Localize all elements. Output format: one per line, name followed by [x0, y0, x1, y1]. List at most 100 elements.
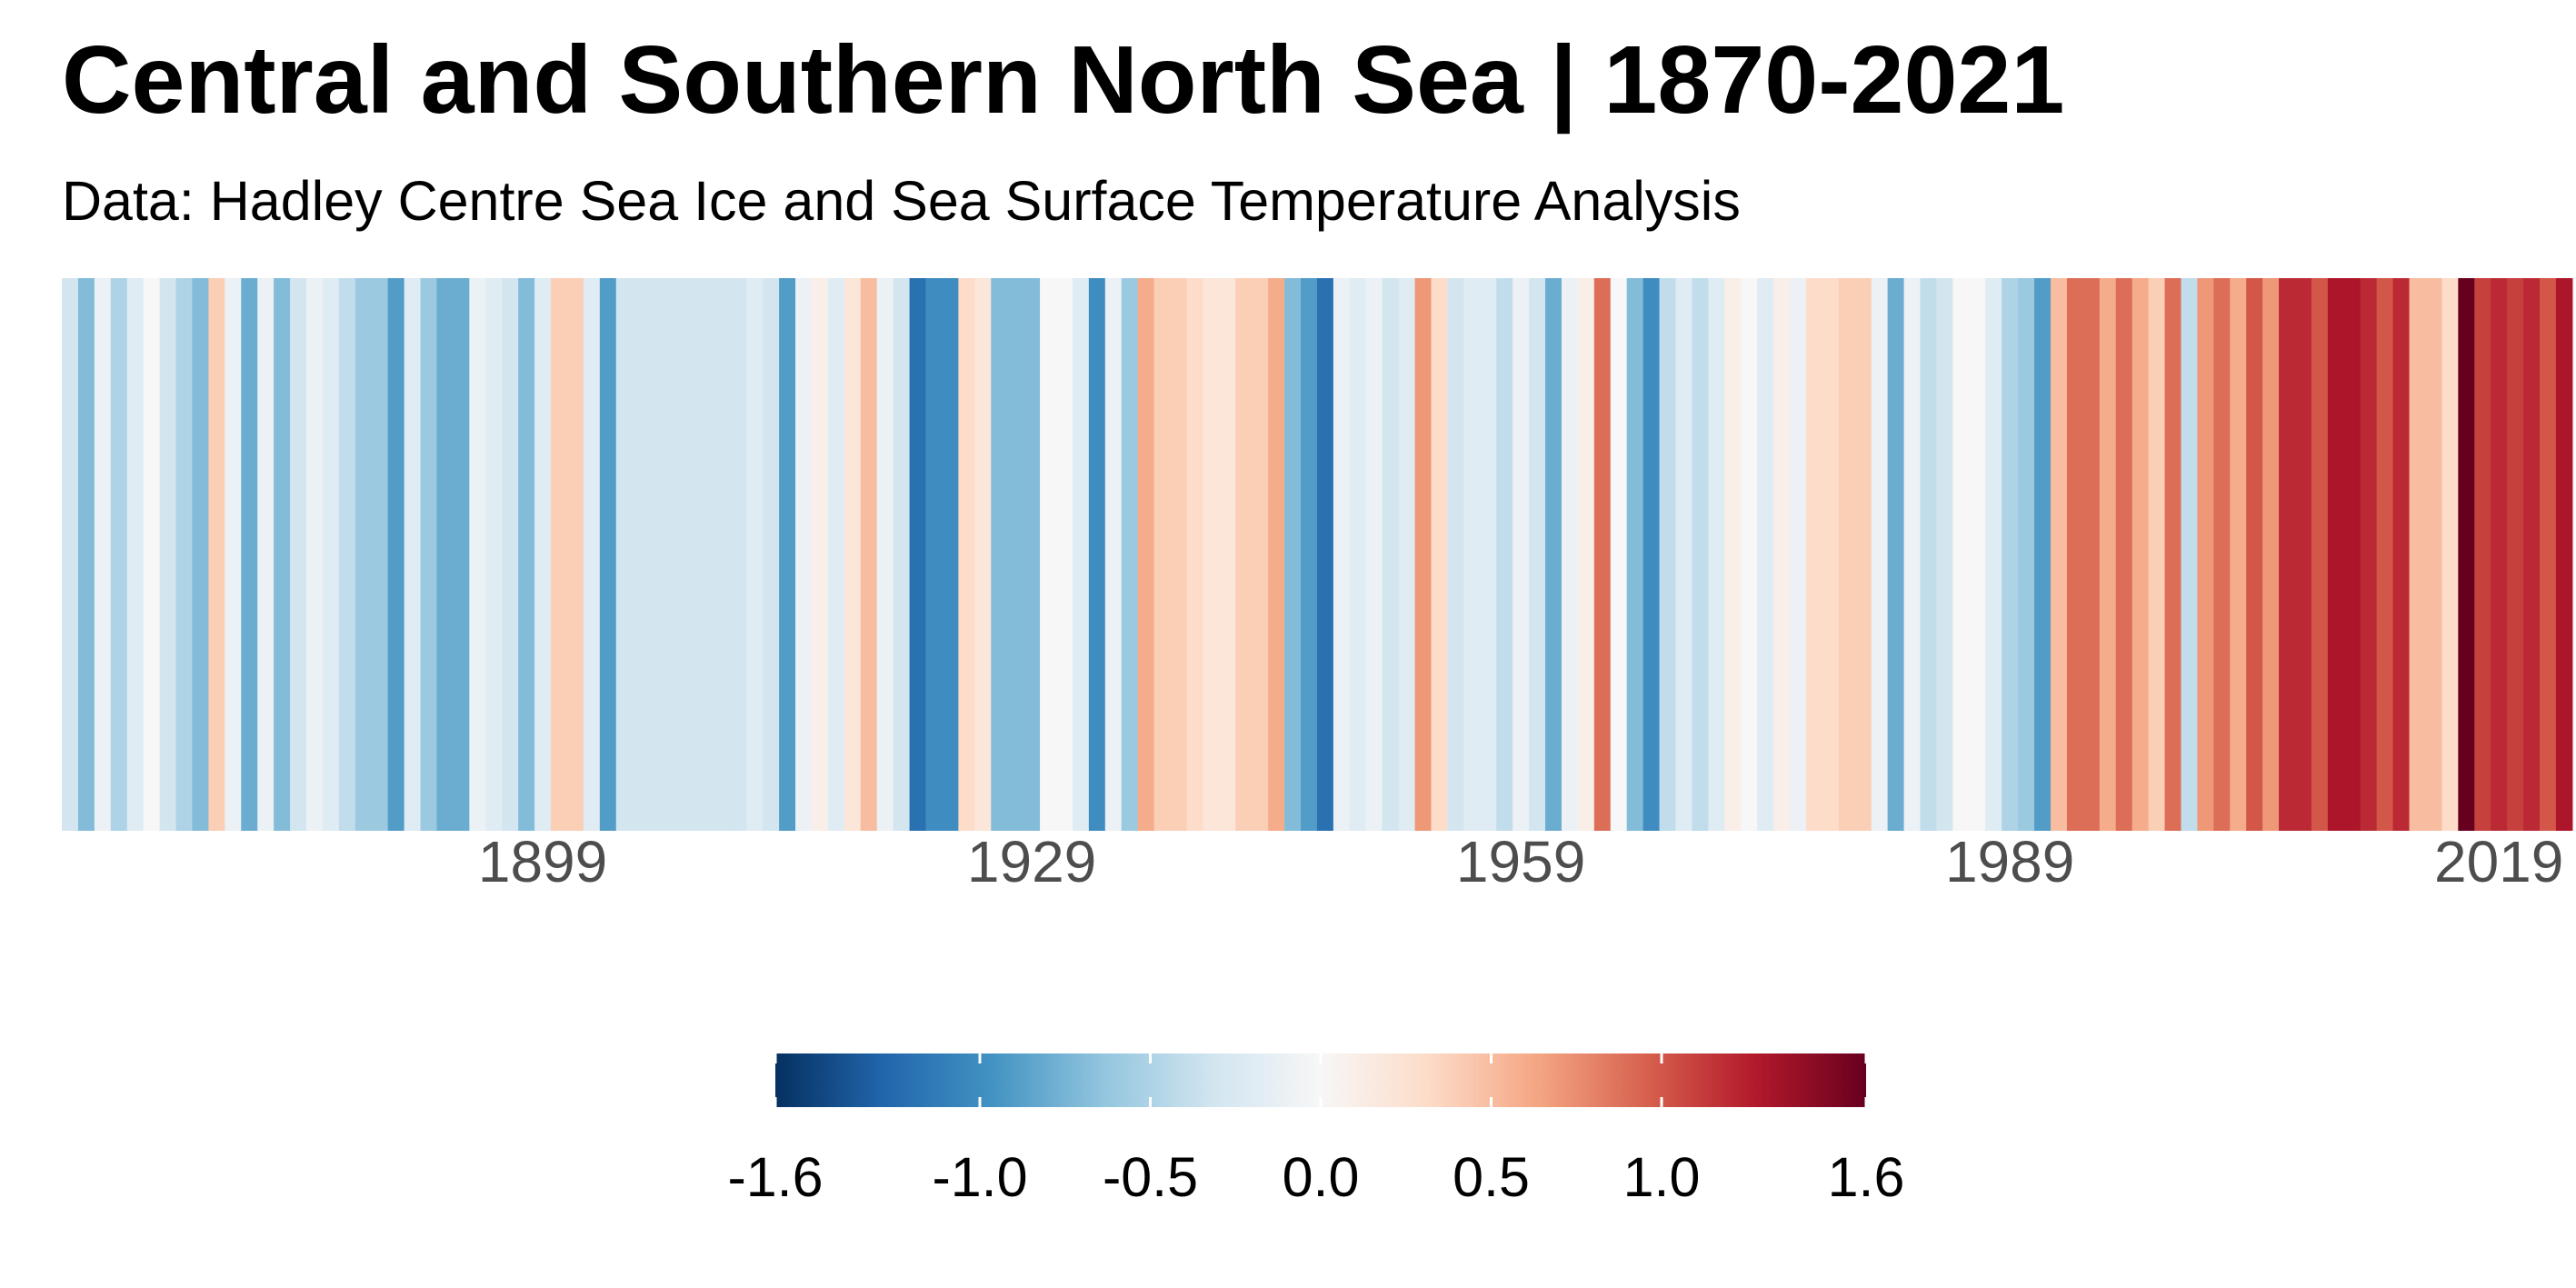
stripe-1936 — [1137, 278, 1155, 831]
stripe-2019 — [2491, 278, 2508, 831]
stripe-1984 — [1920, 278, 1938, 831]
stripe-1973 — [1741, 278, 1758, 831]
stripe-1952 — [1398, 278, 1416, 831]
stripe-1888 — [354, 278, 373, 831]
stripe-2002 — [2213, 278, 2231, 831]
chart-title: Central and Southern North Sea | 1870-20… — [62, 26, 2065, 134]
stripe-1906 — [648, 278, 666, 831]
stripe-1957 — [1480, 278, 1497, 831]
stripe-1955 — [1447, 278, 1464, 831]
stripe-1874 — [126, 278, 145, 831]
stripe-1992 — [2050, 278, 2068, 831]
stripe-1918 — [844, 278, 862, 831]
stripe-1890 — [387, 278, 405, 831]
stripe-1929 — [1023, 278, 1041, 831]
stripe-1942 — [1235, 278, 1253, 831]
stripe-1959 — [1513, 278, 1530, 831]
stripe-2018 — [2474, 278, 2491, 831]
stripe-1972 — [1724, 278, 1742, 831]
stripe-1988 — [1985, 278, 2002, 831]
stripe-2006 — [2279, 278, 2296, 831]
stripe-1925 — [958, 278, 975, 831]
stripe-1912 — [746, 278, 764, 831]
stripe-1967 — [1642, 278, 1661, 831]
stripe-1980 — [1854, 278, 1872, 831]
stripe-1931 — [1055, 278, 1073, 831]
stripe-2005 — [2262, 278, 2280, 831]
stripe-1895 — [469, 278, 486, 831]
stripe-1954 — [1431, 278, 1448, 831]
stripe-1949 — [1349, 278, 1367, 831]
stripe-1989 — [2002, 278, 2019, 831]
stripe-1872 — [94, 278, 112, 831]
stripe-1905 — [632, 278, 650, 831]
stripe-1943 — [1252, 278, 1269, 831]
x-axis-ticks: 1899 1929 1959 1989 2019 — [478, 829, 2563, 894]
stripe-2021 — [2523, 278, 2541, 831]
stripe-2014 — [2409, 278, 2427, 831]
stripe-1879 — [208, 278, 225, 831]
stripe-1934 — [1104, 278, 1123, 831]
stripe-1979 — [1838, 278, 1856, 831]
stripe-1983 — [1903, 278, 1922, 831]
stripe-1961 — [1545, 278, 1563, 831]
stripe-1913 — [763, 278, 780, 831]
stripe-1926 — [974, 278, 992, 831]
chart-subtitle: Data: Hadley Centre Sea Ice and Sea Surf… — [62, 170, 1741, 232]
colorbar-tick-label: 0.5 — [1453, 1146, 1530, 1208]
stripe-1898 — [518, 278, 535, 831]
stripe-1930 — [1040, 278, 1057, 831]
stripe-1916 — [811, 278, 829, 831]
x-tick-label-2019: 2019 — [2434, 829, 2563, 894]
colorbar: -1.6 -1.0 -0.5 0.0 0.5 1.0 1.6 — [727, 1053, 1904, 1208]
stripe-1958 — [1496, 278, 1513, 831]
stripe-1873 — [110, 278, 128, 831]
stripe-1928 — [1007, 278, 1024, 831]
stripe-1870 — [62, 278, 79, 831]
stripe-1941 — [1219, 278, 1236, 831]
stripe-1892 — [420, 278, 438, 831]
stripe-2015 — [2425, 278, 2442, 831]
stripe-1894 — [453, 278, 470, 831]
stripe-1924 — [942, 278, 959, 831]
colorbar-tick-label: 1.0 — [1623, 1146, 1701, 1208]
x-tick-label-1899: 1899 — [478, 829, 607, 894]
stripe-1914 — [779, 278, 796, 831]
colorbar-tick-label: 0.0 — [1283, 1146, 1360, 1208]
stripe-1911 — [730, 278, 747, 831]
stripe-1991 — [2034, 278, 2052, 831]
stripe-1935 — [1121, 278, 1139, 831]
stripe-1998 — [2148, 278, 2166, 831]
stripe-2020 — [2507, 278, 2524, 831]
stripe-1897 — [502, 278, 519, 831]
stripe-1944 — [1268, 278, 1285, 831]
stripe-2004 — [2246, 278, 2263, 831]
stripe-2008 — [2311, 278, 2329, 831]
stripe-1871 — [77, 278, 95, 831]
stripe-1909 — [697, 278, 714, 831]
stripe-1950 — [1365, 278, 1383, 831]
stripe-1887 — [338, 278, 356, 831]
stripe-1932 — [1072, 278, 1090, 831]
stripe-1946 — [1301, 278, 1318, 831]
stripe-1927 — [991, 278, 1008, 831]
stripe-1896 — [485, 278, 503, 831]
stripe-1974 — [1757, 278, 1774, 831]
stripe-1994 — [2082, 278, 2101, 831]
colorbar-ticks: -1.6 -1.0 -0.5 0.0 0.5 1.0 1.6 — [727, 1053, 1904, 1208]
stripe-1886 — [322, 278, 340, 831]
stripe-1875 — [143, 278, 161, 831]
colorbar-tick-label: -1.0 — [932, 1146, 1027, 1208]
x-tick-label-1959: 1959 — [1456, 829, 1585, 894]
stripe-1900 — [551, 278, 568, 831]
stripe-1993 — [2066, 278, 2084, 831]
stripe-group — [62, 278, 2573, 831]
stripe-2001 — [2197, 278, 2214, 831]
stripe-1990 — [2018, 278, 2035, 831]
stripe-1997 — [2132, 278, 2150, 831]
stripe-1877 — [175, 278, 194, 831]
stripe-1937 — [1153, 278, 1172, 831]
stripe-1920 — [876, 278, 894, 831]
stripe-1882 — [257, 278, 275, 831]
stripe-1933 — [1088, 278, 1106, 831]
